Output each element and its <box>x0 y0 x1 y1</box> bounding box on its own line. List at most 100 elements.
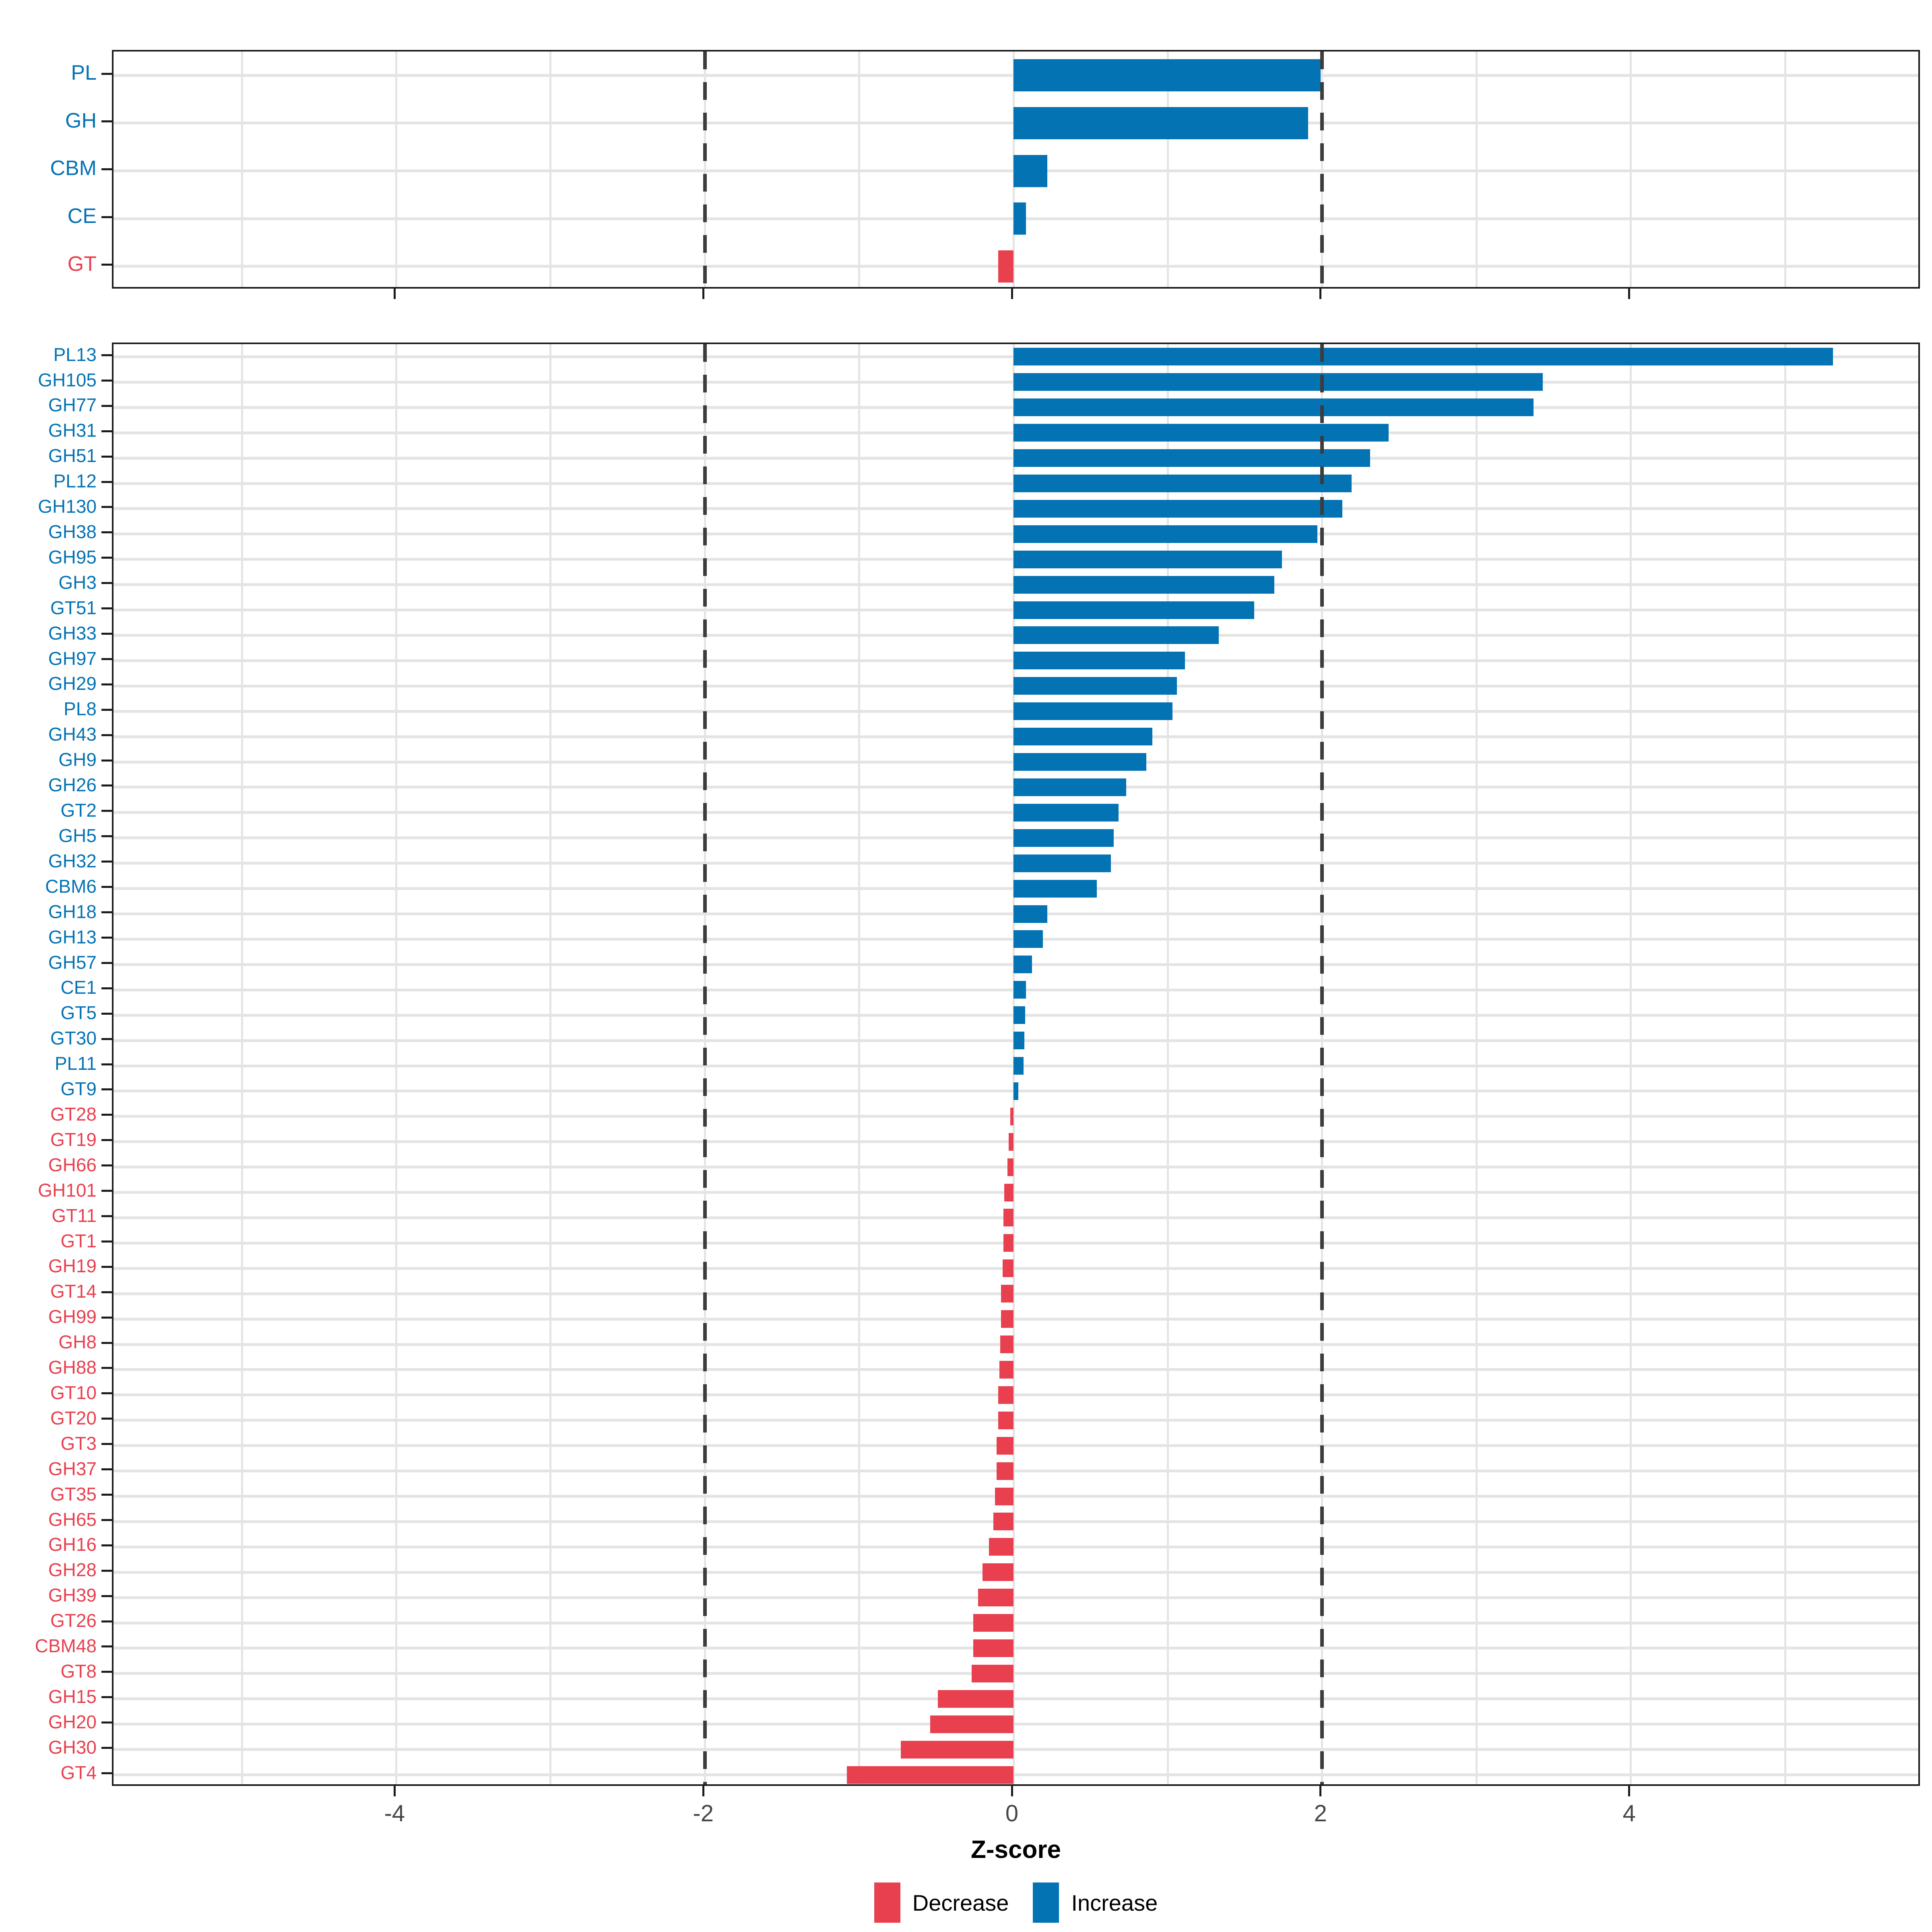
x-tick <box>702 1786 704 1796</box>
y-tick <box>101 1595 112 1597</box>
y-tick <box>101 835 112 838</box>
y-tick <box>101 1190 112 1192</box>
ytick-label-GH13: GH13 <box>48 926 97 947</box>
vertical-gridline <box>549 344 552 1784</box>
x-tick <box>1011 1786 1013 1796</box>
horizontal-gridline <box>114 1773 1918 1777</box>
ytick-label-PL13: PL13 <box>53 344 97 365</box>
vertical-gridline <box>395 344 397 1784</box>
y-tick <box>101 1645 112 1648</box>
y-tick <box>101 1544 112 1546</box>
y-tick <box>101 379 112 382</box>
bar-GT4 <box>846 1766 1013 1784</box>
family-detail-panel <box>112 343 1920 1786</box>
y-tick <box>101 531 112 534</box>
horizontal-gridline <box>114 1748 1918 1751</box>
ytick-label-GH99: GH99 <box>48 1306 97 1327</box>
ytick-label-GT11: GT11 <box>52 1205 97 1226</box>
y-tick <box>101 1342 112 1344</box>
horizontal-gridline <box>114 1166 1918 1169</box>
y-tick <box>101 264 112 266</box>
y-tick <box>101 582 112 584</box>
vertical-gridline <box>395 52 397 287</box>
vertical-gridline <box>1475 52 1478 287</box>
dashed-reference-line <box>1320 52 1324 287</box>
ytick-label-GH97: GH97 <box>48 648 97 669</box>
ytick-label-GH30: GH30 <box>48 1736 97 1758</box>
ytick-label-CBM6: CBM6 <box>45 875 97 897</box>
ytick-label-PL: PL <box>71 61 97 85</box>
x-axis-title: Z-score <box>971 1836 1061 1864</box>
horizontal-gridline <box>114 1292 1918 1295</box>
ytick-label-GH77: GH77 <box>48 394 97 416</box>
horizontal-gridline <box>114 1545 1918 1548</box>
y-tick <box>101 1443 112 1445</box>
bar-GH99 <box>1001 1310 1013 1328</box>
y-tick <box>101 481 112 483</box>
vertical-gridline <box>241 52 243 287</box>
bar-GH66 <box>1007 1158 1013 1176</box>
y-tick <box>101 1038 112 1040</box>
ytick-label-GT10: GT10 <box>50 1382 97 1404</box>
y-tick <box>101 683 112 685</box>
horizontal-gridline <box>114 1672 1918 1675</box>
bar-PL11 <box>1013 1057 1024 1075</box>
y-tick <box>101 911 112 914</box>
ytick-label-GH105: GH105 <box>38 369 97 390</box>
legend-label-increase: Increase <box>1071 1890 1158 1915</box>
dashed-reference-line <box>703 52 707 287</box>
x-tick <box>1628 1786 1631 1796</box>
y-tick <box>101 72 112 75</box>
bar-GH37 <box>996 1462 1013 1480</box>
ytick-label-GH26: GH26 <box>48 774 97 796</box>
ytick-label-GT26: GT26 <box>50 1610 97 1631</box>
x-tick <box>1011 289 1013 299</box>
bar-GH19 <box>1003 1259 1013 1278</box>
ytick-label-GH15: GH15 <box>48 1686 97 1707</box>
horizontal-gridline <box>114 265 1918 268</box>
bar-GH5 <box>1013 829 1114 847</box>
ytick-label-GH130: GH130 <box>38 496 97 517</box>
vertical-gridline <box>241 344 243 1784</box>
ytick-label-CBM48: CBM48 <box>35 1635 97 1657</box>
ytick-label-CBM: CBM <box>50 157 97 180</box>
horizontal-gridline <box>114 1393 1918 1397</box>
bar-CE1 <box>1013 981 1026 999</box>
bar-GH95 <box>1013 550 1282 568</box>
vertical-gridline <box>858 344 861 1784</box>
horizontal-gridline <box>114 1723 1918 1726</box>
horizontal-gridline <box>114 1140 1918 1144</box>
ytick-label-GT9: GT9 <box>60 1078 97 1100</box>
ytick-label-GT20: GT20 <box>50 1407 97 1428</box>
bar-GT19 <box>1009 1133 1013 1151</box>
ytick-label-GT3: GT3 <box>60 1432 97 1454</box>
bar-GH39 <box>978 1589 1013 1607</box>
dashed-reference-line <box>703 344 707 1784</box>
y-tick <box>101 1620 112 1622</box>
legend-item-decrease: Decrease <box>874 1882 1009 1923</box>
y-tick <box>101 734 112 736</box>
y-tick <box>101 886 112 888</box>
xtick-label-0: 0 <box>1005 1800 1019 1827</box>
bar-GT8 <box>972 1664 1013 1682</box>
bar-GH43 <box>1013 728 1153 746</box>
bar-GH51 <box>1013 449 1370 467</box>
y-tick <box>101 1265 112 1268</box>
bar-CE <box>1013 202 1026 235</box>
ytick-label-GH32: GH32 <box>48 850 97 871</box>
y-tick <box>101 1139 112 1141</box>
ytick-label-GH65: GH65 <box>48 1509 97 1530</box>
decrease-swatch <box>874 1882 900 1923</box>
ytick-label-CE1: CE1 <box>60 977 97 998</box>
ytick-label-GT2: GT2 <box>60 800 97 821</box>
bar-GT30 <box>1013 1032 1024 1050</box>
vertical-gridline <box>1166 344 1169 1784</box>
bar-GH77 <box>1013 398 1534 417</box>
vertical-gridline <box>1784 52 1786 287</box>
y-tick <box>101 861 112 863</box>
x-tick <box>1628 289 1631 299</box>
bar-GH13 <box>1013 930 1043 948</box>
horizontal-gridline <box>114 1115 1918 1118</box>
bar-CBM <box>1013 155 1048 187</box>
